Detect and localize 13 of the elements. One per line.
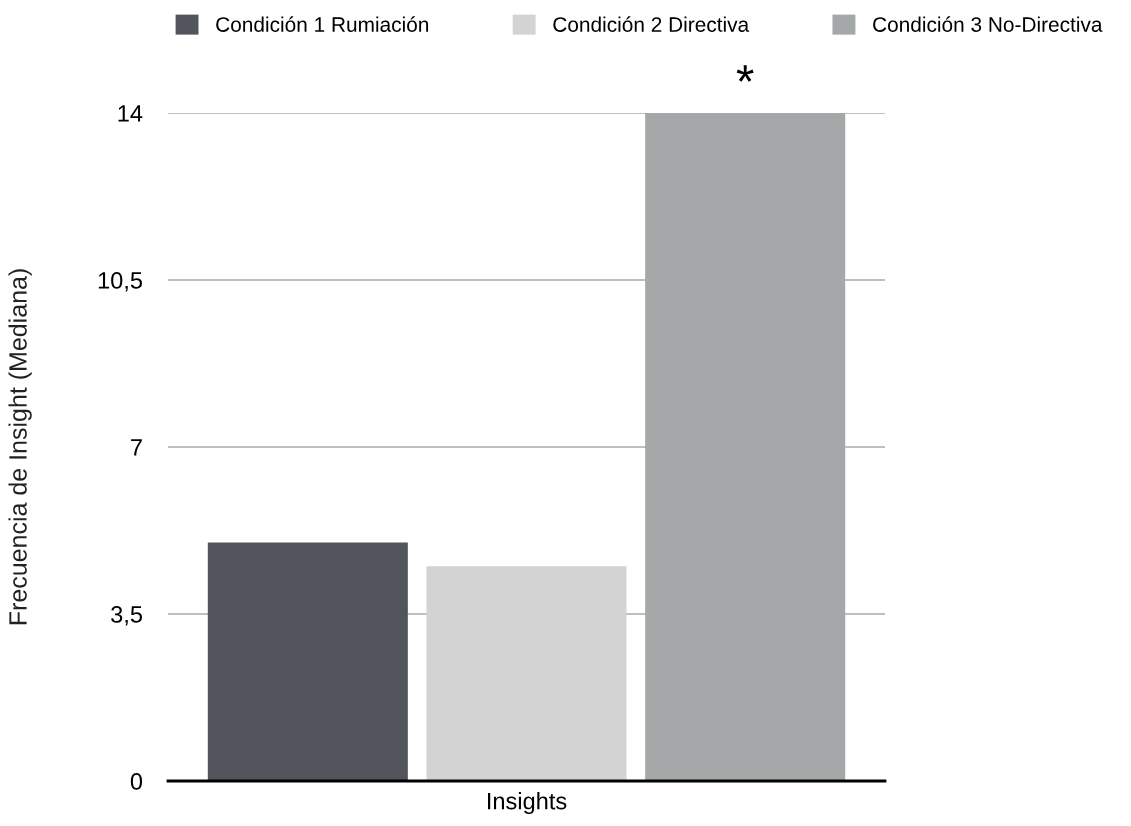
y-tick-label: 10,5 xyxy=(98,272,143,292)
legend-label: Condición 1 Rumiación xyxy=(216,16,429,32)
text: * xyxy=(736,65,754,82)
y-tick-label: 7 xyxy=(131,439,142,456)
legend-label: Condición 2 Directiva xyxy=(553,16,750,32)
bar xyxy=(426,566,627,781)
legend-label: Condición 3 No-Directiva xyxy=(873,16,1103,32)
y-axis-title: Frecuencia de Insight (Mediana) xyxy=(8,269,32,625)
bar xyxy=(207,542,408,781)
y-tick-label: 3,5 xyxy=(111,606,143,626)
x-tick-label: Insights xyxy=(488,792,567,815)
y-tick-label: 14 xyxy=(118,105,143,122)
y-tick-label: 0 xyxy=(130,773,143,790)
